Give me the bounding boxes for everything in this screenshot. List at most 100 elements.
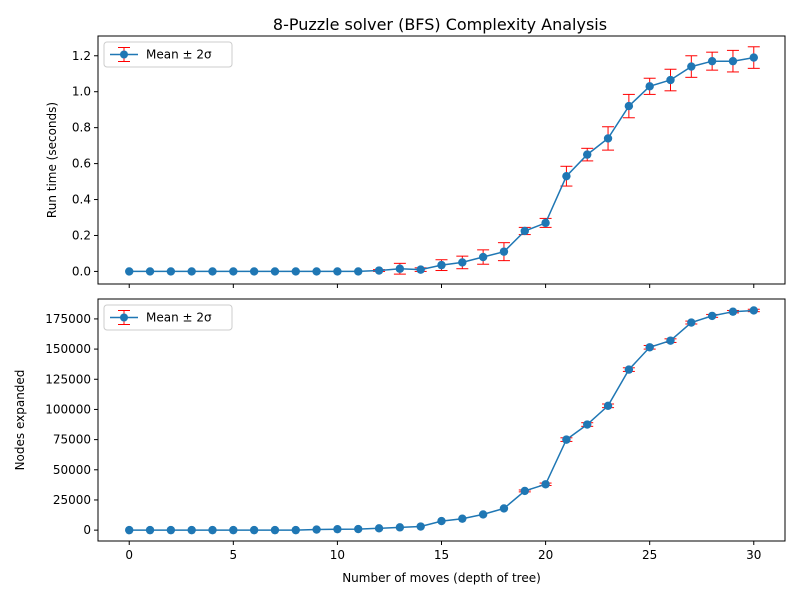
nodes-y-axis-label: Nodes expanded [13, 370, 27, 471]
runtime-y-tick-label: 0.8 [72, 121, 91, 135]
runtime-y-tick-label: 1.0 [72, 85, 91, 99]
nodes-data-point [416, 522, 425, 531]
nodes-x-tick-label: 10 [330, 548, 345, 562]
runtime-data-point [374, 266, 384, 275]
runtime-data-point [229, 267, 238, 276]
chart-title: 8-Puzzle solver (BFS) Complexity Analysi… [273, 15, 607, 34]
nodes-y-tick-label: 150000 [45, 342, 91, 356]
runtime-data-point [416, 265, 425, 274]
nodes-data-point [603, 401, 613, 411]
nodes-data-point [562, 435, 571, 444]
nodes-data-point [395, 523, 405, 532]
nodes-x-tick-label: 25 [642, 548, 657, 562]
nodes-data-point [583, 420, 592, 429]
runtime-plot-content: 0.0 0.2 0.4 0.6 0.8 1.0 1.2 [72, 35, 786, 288]
nodes-legend-label: Mean ± 2σ [146, 311, 212, 325]
nodes-x-tick-label: 15 [434, 548, 449, 562]
nodes-data-point [478, 510, 488, 519]
runtime-data-point [166, 267, 176, 276]
runtime-data-point [187, 267, 196, 276]
runtime-data-point [707, 56, 717, 66]
nodes-plot-content: 0 5 10 15 20 25 30 0 25000 50000 75000 100000 125000… [45, 298, 786, 562]
nodes-y-tick-label: 100000 [45, 402, 91, 416]
runtime-y-tick-label: 0.6 [72, 157, 91, 171]
runtime-data-point [312, 267, 321, 276]
nodes-data-point [728, 307, 738, 316]
nodes-data-point [437, 516, 446, 526]
runtime-legend-marker [120, 50, 128, 59]
nodes-data-point [208, 525, 217, 535]
runtime-data-point [666, 75, 675, 85]
nodes-data-point [749, 306, 758, 315]
runtime-y-tick-label: 0.0 [72, 264, 91, 278]
nodes-data-point [645, 343, 654, 352]
runtime-y-axis-label: Run time (seconds) [45, 102, 59, 218]
nodes-panel: 0 5 10 15 20 25 30 0 25000 50000 75000 100000 125000… [13, 298, 786, 585]
nodes-data-point [687, 318, 696, 327]
runtime-data-point [603, 134, 613, 143]
nodes-data-point [145, 525, 155, 535]
nodes-y-tick-label: 0 [83, 523, 91, 537]
nodes-data-point [458, 514, 467, 523]
runtime-data-point [499, 247, 509, 256]
nodes-x-tick-label: 0 [125, 548, 133, 562]
nodes-y-tick-label: 75000 [53, 433, 91, 447]
nodes-data-point [624, 365, 634, 374]
nodes-data-point [229, 525, 238, 535]
nodes-data-point [520, 486, 529, 496]
nodes-data-point [270, 525, 280, 535]
nodes-data-point [541, 480, 550, 489]
runtime-data-point [583, 150, 592, 159]
runtime-data-point [562, 171, 571, 181]
runtime-data-point [749, 53, 758, 62]
runtime-data-point [395, 264, 405, 273]
runtime-legend-label: Mean ± 2σ [146, 48, 212, 62]
nodes-y-tick-label: 25000 [53, 493, 91, 507]
runtime-data-point [541, 218, 550, 228]
nodes-legend-box [103, 304, 233, 331]
nodes-y-tick-label: 125000 [45, 372, 91, 386]
nodes-y-tick-label: 50000 [53, 463, 91, 477]
runtime-y-tick-label: 1.2 [72, 49, 91, 63]
runtime-data-point [354, 267, 363, 276]
runtime-data-point [291, 267, 300, 276]
x-axis-label: Number of moves (depth of tree) [342, 571, 541, 585]
nodes-x-tick-label: 5 [229, 548, 237, 562]
nodes-data-point [707, 311, 717, 321]
runtime-data-point [478, 252, 488, 262]
nodes-data-point [166, 525, 176, 535]
runtime-data-point [208, 267, 217, 276]
runtime-data-point [645, 82, 654, 91]
runtime-y-tick-label: 0.4 [72, 193, 91, 207]
runtime-data-point [520, 226, 529, 236]
runtime-data-point [458, 258, 467, 267]
nodes-legend: Mean ± 2σ [103, 304, 233, 331]
runtime-data-point [687, 62, 696, 71]
nodes-data-point [666, 336, 675, 345]
runtime-data-point [270, 267, 280, 276]
runtime-legend: Mean ± 2σ [103, 41, 233, 68]
nodes-data-point [499, 504, 509, 513]
nodes-x-tick-label: 30 [746, 548, 761, 562]
nodes-data-point [125, 525, 134, 535]
nodes-data-point [312, 525, 321, 534]
nodes-y-tick-label: 175000 [45, 312, 91, 326]
nodes-data-point [374, 524, 384, 533]
nodes-data-point [249, 525, 259, 535]
nodes-data-point [333, 524, 342, 534]
runtime-data-point [145, 267, 155, 276]
nodes-x-tick-label: 20 [538, 548, 553, 562]
nodes-data-point [354, 524, 363, 534]
nodes-data-point [291, 525, 300, 535]
nodes-data-point [187, 525, 196, 535]
runtime-data-point [333, 267, 342, 276]
runtime-legend-box [103, 41, 233, 68]
runtime-data-point [728, 56, 738, 66]
runtime-data-point [624, 101, 634, 111]
nodes-legend-marker [120, 313, 128, 322]
runtime-panel: 0.0 0.2 0.4 0.6 0.8 1.0 1.2 Run time (seconds)… [45, 35, 786, 288]
runtime-data-point [125, 267, 134, 276]
runtime-data-point [249, 267, 259, 276]
